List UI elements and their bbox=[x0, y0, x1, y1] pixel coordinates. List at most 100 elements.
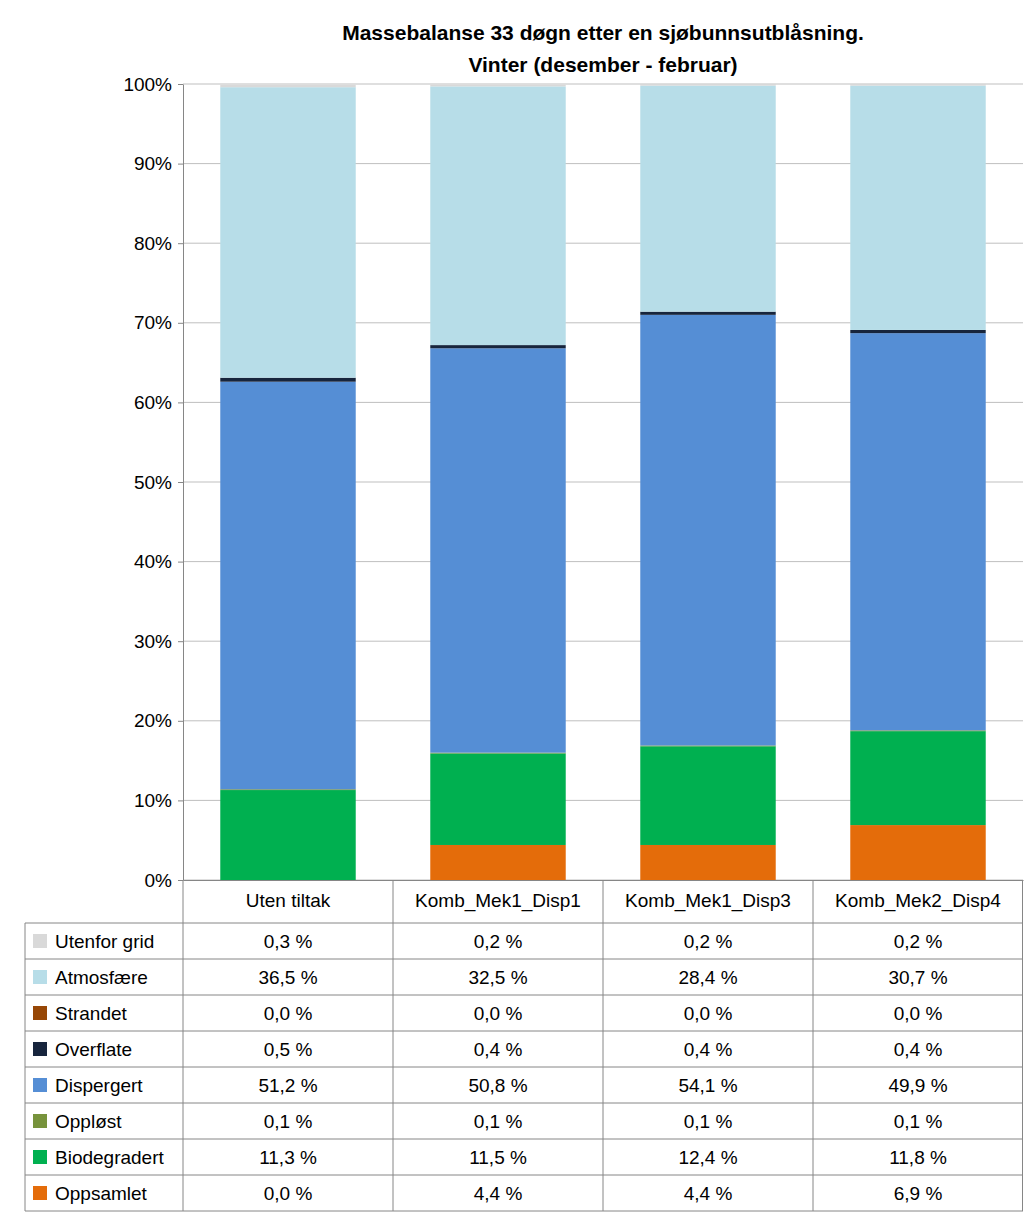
legend-key bbox=[33, 1150, 47, 1164]
series bbox=[220, 86, 985, 378]
bar bbox=[850, 333, 985, 730]
table-value: 0,0 % bbox=[264, 1003, 313, 1024]
table-line bbox=[393, 880, 394, 1211]
tick: 0% bbox=[145, 870, 183, 891]
table-value: 0,0 % bbox=[474, 1003, 523, 1024]
table-value: 54,1 % bbox=[678, 1075, 737, 1096]
bar bbox=[220, 87, 355, 378]
legend-key bbox=[33, 1006, 47, 1020]
legend-key bbox=[33, 934, 47, 948]
tick: 20% bbox=[134, 710, 183, 731]
legend-label: Atmosfære bbox=[55, 967, 148, 988]
tick-mark bbox=[178, 164, 183, 165]
bar bbox=[640, 84, 775, 86]
tick: 30% bbox=[134, 631, 183, 652]
legend-label: Utenfor grid bbox=[55, 931, 154, 952]
table-line bbox=[25, 995, 1023, 996]
tick: 70% bbox=[134, 312, 183, 333]
table-value: 0,0 % bbox=[894, 1003, 943, 1024]
tick-mark bbox=[178, 562, 183, 563]
tick-label: 10% bbox=[134, 790, 172, 811]
tick: 50% bbox=[134, 472, 183, 493]
table-value: 11,5 % bbox=[469, 1147, 527, 1168]
tick-label: 100% bbox=[123, 74, 172, 95]
subtitle: Vinter (desember - februar) bbox=[468, 53, 737, 76]
bar bbox=[850, 825, 985, 880]
table-value: 50,8 % bbox=[468, 1075, 527, 1096]
tick-label: 20% bbox=[134, 710, 172, 731]
table-line bbox=[25, 1067, 1023, 1068]
tick: Komb_Mek1_Disp3 bbox=[625, 890, 791, 912]
tick-label: 50% bbox=[134, 472, 172, 493]
table-value: 0,1 % bbox=[894, 1111, 943, 1132]
bar bbox=[430, 845, 565, 880]
legend-label: Overflate bbox=[55, 1039, 132, 1060]
tick-label: 90% bbox=[134, 153, 172, 174]
table-value: 51,2 % bbox=[258, 1075, 317, 1096]
legend-label: Biodegradert bbox=[55, 1147, 165, 1168]
table-line bbox=[603, 880, 604, 1211]
tick-mark bbox=[178, 800, 183, 801]
tick-label: Komb_Mek2_Disp4 bbox=[835, 890, 1001, 912]
tick-label: 80% bbox=[134, 233, 172, 254]
tick: 100% bbox=[123, 74, 183, 95]
tick: Komb_Mek1_Disp1 bbox=[415, 890, 581, 912]
table-value: 49,9 % bbox=[888, 1075, 947, 1096]
bar bbox=[220, 85, 355, 87]
table-line bbox=[1022, 880, 1023, 1211]
bar bbox=[640, 312, 775, 315]
bar bbox=[640, 746, 775, 845]
table-value: 0,2 % bbox=[684, 931, 733, 952]
bar bbox=[850, 330, 985, 333]
tick-label: 60% bbox=[134, 392, 172, 413]
bars bbox=[220, 84, 985, 880]
table-value: 28,4 % bbox=[678, 967, 737, 988]
tick-label: Komb_Mek1_Disp3 bbox=[625, 890, 791, 912]
table-value: 0,4 % bbox=[894, 1039, 943, 1060]
table-value: 0,2 % bbox=[474, 931, 523, 952]
table-value: 0,0 % bbox=[684, 1003, 733, 1024]
tick-mark bbox=[178, 84, 183, 85]
table-line bbox=[25, 1211, 1023, 1212]
table-value: 0,0 % bbox=[264, 1183, 313, 1204]
tick-mark bbox=[178, 482, 183, 483]
legend-label: Strandet bbox=[55, 1003, 128, 1024]
bar bbox=[850, 86, 985, 330]
bar bbox=[430, 85, 565, 87]
bar bbox=[430, 86, 565, 345]
legend-key bbox=[33, 1078, 47, 1092]
legend-label: Oppløst bbox=[55, 1111, 122, 1132]
table-line bbox=[25, 1031, 1023, 1032]
table-line bbox=[25, 1103, 1023, 1104]
y-axis: 0%10%20%30%40%50%60%70%80%90%100% bbox=[123, 74, 183, 891]
legend-key bbox=[33, 970, 47, 984]
tick: Komb_Mek2_Disp4 bbox=[835, 890, 1001, 912]
tick-label: 70% bbox=[134, 312, 172, 333]
table-value: 30,7 % bbox=[888, 967, 947, 988]
bar bbox=[850, 731, 985, 825]
tick-mark bbox=[178, 721, 183, 722]
tick-mark bbox=[178, 641, 183, 642]
tick: 90% bbox=[134, 153, 183, 174]
bar bbox=[640, 845, 775, 880]
table-value: 11,3 % bbox=[259, 1147, 317, 1168]
series bbox=[220, 84, 985, 87]
table-value: 36,5 % bbox=[258, 967, 317, 988]
tick: 80% bbox=[134, 233, 183, 254]
tick-label: 30% bbox=[134, 631, 172, 652]
bar bbox=[430, 345, 565, 348]
tick-label: Uten tiltak bbox=[246, 890, 331, 911]
bar bbox=[220, 382, 355, 790]
bar bbox=[640, 315, 775, 746]
bar bbox=[220, 790, 355, 880]
legend-label: Dispergert bbox=[55, 1075, 143, 1096]
table-line bbox=[25, 1139, 1023, 1140]
tick-mark bbox=[178, 880, 183, 881]
table-value: 0,4 % bbox=[474, 1039, 523, 1060]
title: Massebalanse 33 døgn etter en sjøbunnsut… bbox=[342, 21, 864, 44]
table-line bbox=[183, 880, 184, 1211]
table-value: 0,3 % bbox=[264, 931, 313, 952]
tick-label: Komb_Mek1_Disp1 bbox=[415, 890, 581, 912]
table-line bbox=[25, 923, 26, 1211]
bar bbox=[430, 348, 565, 752]
